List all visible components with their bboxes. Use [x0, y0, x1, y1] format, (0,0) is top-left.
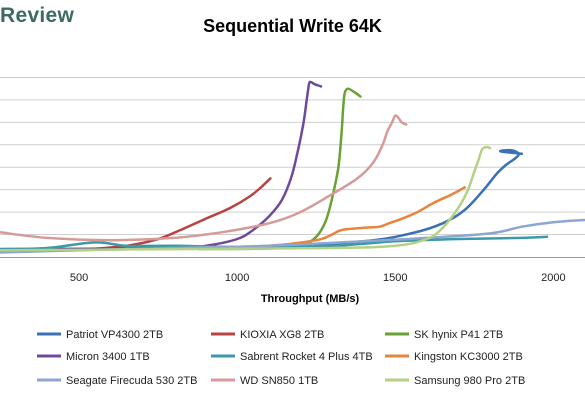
- series-line-3: [0, 80, 323, 251]
- legend-label-4: Sabrent Rocket 4 Plus 4TB: [240, 351, 373, 363]
- x-tick-label-500: 500: [70, 272, 88, 284]
- legend-label-1: KIOXIA XG8 2TB: [240, 329, 324, 341]
- series-line-5: [204, 186, 467, 250]
- x-axis-label: Throughput (MB/s): [261, 293, 360, 305]
- legend-item-6: Seagate Firecuda 530 2TB: [37, 375, 197, 387]
- legend-label-8: Samsung 980 Pro 2TB: [414, 375, 525, 387]
- legend-label-7: WD SN850 1TB: [240, 375, 318, 387]
- legend-item-1: KIOXIA XG8 2TB: [211, 329, 324, 341]
- series-layer: [0, 80, 585, 254]
- legend-item-7: WD SN850 1TB: [211, 375, 318, 387]
- legend-label-5: Kingston KC3000 2TB: [414, 351, 523, 363]
- chart-title: Sequential Write 64K: [203, 16, 382, 36]
- x-tick-label-1000: 1000: [225, 272, 249, 284]
- x-tick-label-1500: 1500: [383, 272, 407, 284]
- legend-item-5: Kingston KC3000 2TB: [385, 351, 523, 363]
- legend-item-2: SK hynix P41 2TB: [385, 329, 503, 341]
- series-line-8: [0, 145, 492, 252]
- series-line-2: [197, 87, 362, 251]
- x-tick-labels: 500 1000 1500 2000: [70, 272, 566, 284]
- legend-label-0: Patriot VP4300 2TB: [66, 329, 163, 341]
- legend-item-4: Sabrent Rocket 4 Plus 4TB: [211, 351, 373, 363]
- series-line-7: [0, 114, 408, 242]
- legend-item-8: Samsung 980 Pro 2TB: [385, 375, 525, 387]
- gridlines: [0, 76, 585, 236]
- x-tick-label-2000: 2000: [541, 272, 565, 284]
- legend-label-6: Seagate Firecuda 530 2TB: [66, 375, 197, 387]
- legend-label-2: SK hynix P41 2TB: [414, 329, 503, 341]
- legend-item-0: Patriot VP4300 2TB: [37, 329, 163, 341]
- series-line-0: [0, 148, 524, 252]
- legend-item-3: Micron 3400 1TB: [37, 351, 150, 363]
- legend: Patriot VP4300 2TB KIOXIA XG8 2TB SK hynix…: [37, 329, 525, 387]
- brand-logo: Review: [0, 4, 75, 27]
- legend-label-3: Micron 3400 1TB: [66, 351, 150, 363]
